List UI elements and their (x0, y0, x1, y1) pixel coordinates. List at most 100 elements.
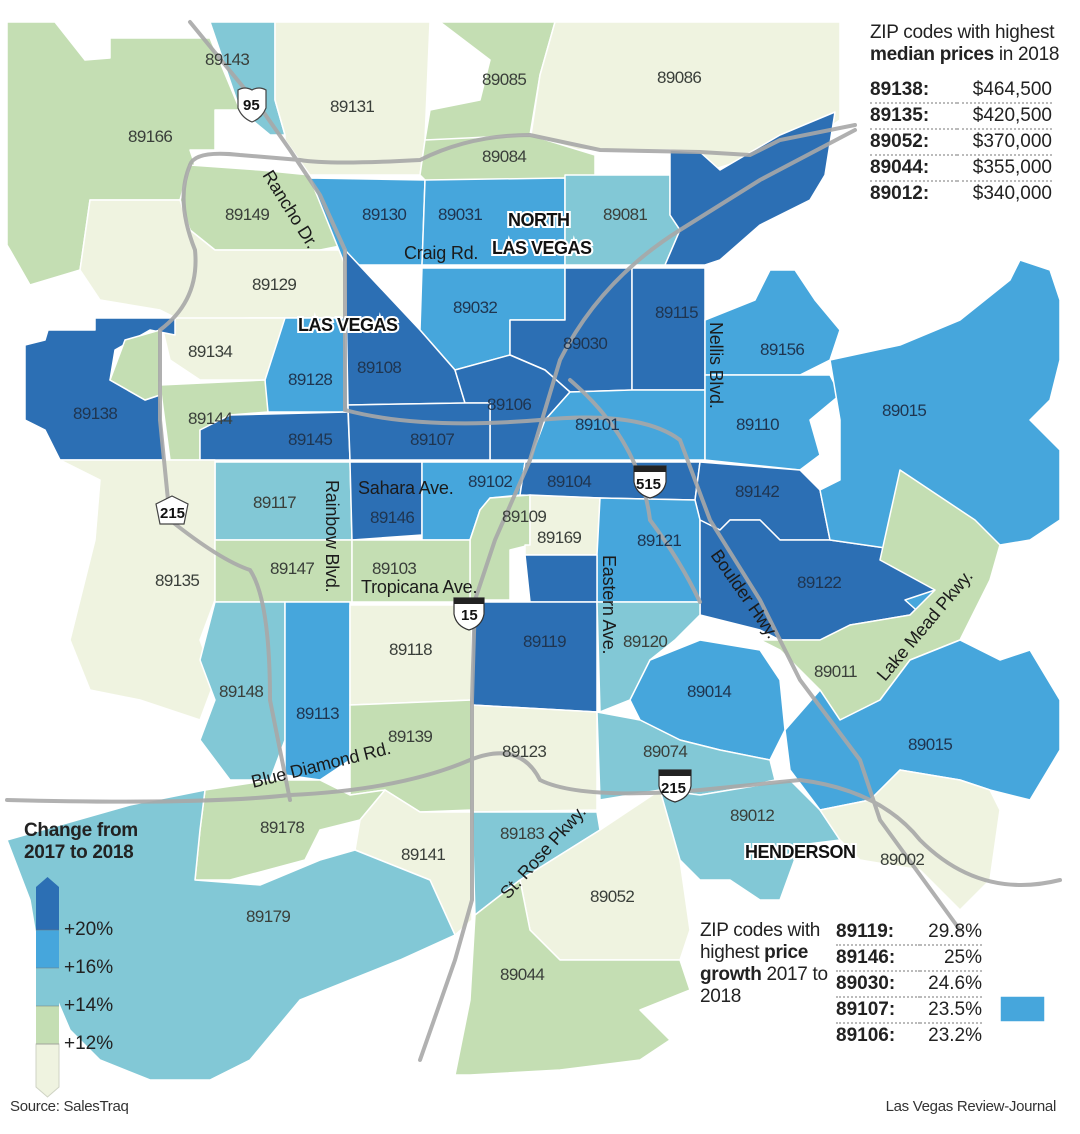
zip-label: 89113 (296, 704, 339, 723)
legend-swatch-14-16 (36, 968, 59, 1006)
source-credit: Source: SalesTraq (10, 1098, 129, 1115)
shield-label: 515 (636, 476, 661, 493)
zip-label: 89032 (453, 298, 497, 317)
zip-label: 89044 (500, 965, 544, 984)
legend-title: Change from 2017 to 2018 (24, 820, 204, 864)
panel-title-text: in 2018 (993, 44, 1060, 65)
zip-code: 89146: (836, 945, 921, 972)
zip-label: 89122 (797, 573, 841, 592)
road-label-craig: Craig Rd. (404, 243, 478, 263)
zip-area-89044 (454, 879, 691, 1076)
interstate-shield-icon (633, 465, 667, 499)
zip-area-89146 (349, 461, 423, 541)
color-legend: Change from 2017 to 2018 +20% +16% +14% … (24, 820, 204, 1102)
zip-label: 89179 (246, 907, 290, 926)
zip-label: 89103 (372, 559, 416, 578)
zip-label: 89107 (410, 430, 454, 449)
interstate-shield-icon (453, 597, 485, 631)
zip-label: 89166 (128, 127, 172, 146)
zip-label: 89130 (362, 205, 406, 224)
legend-scale: +20% +16% +14% +12% (24, 872, 194, 1102)
zip-label: 89081 (603, 205, 647, 224)
zip-label: 89109 (502, 507, 546, 526)
zip-code: 89052: (870, 129, 958, 156)
growth-percent: 23.5% (920, 997, 982, 1024)
road-label-nellis: Nellis Blvd. (706, 322, 726, 409)
legend-swatch-12-14 (36, 1006, 59, 1044)
panel-title-bold: median prices (870, 44, 994, 65)
legend-tick: +20% (64, 919, 114, 940)
zip-label: 89104 (547, 472, 591, 491)
zip-label: 89014 (687, 682, 731, 701)
panel-title: ZIP codes with highest price growth 2017… (700, 920, 830, 1008)
zip-label: 89128 (288, 370, 332, 389)
legend-title-line: Change from (24, 820, 138, 841)
table-row: 89119: 29.8% (836, 920, 982, 946)
zip-area-outlier (999, 995, 1046, 1023)
zip-code: 89119: (836, 920, 921, 946)
table-row: 89107: 23.5% (836, 997, 982, 1024)
zip-label: 89120 (623, 632, 667, 651)
zip-label: 89148 (219, 682, 263, 701)
legend-tick: +12% (64, 1033, 114, 1054)
zip-label: 89117 (253, 493, 296, 512)
road-label-rainbow: Rainbow Blvd. (322, 480, 342, 592)
zip-area-89128 (264, 317, 349, 413)
zip-area-89113 (284, 601, 351, 781)
zip-label: 89119 (523, 632, 566, 651)
zip-label: 89121 (637, 531, 681, 550)
road-215-northern-beltway (188, 123, 857, 167)
road-i215-south (5, 751, 1062, 887)
zip-label: 89015 (882, 401, 926, 420)
shield-i15: 15 (453, 597, 485, 631)
panel-title-text: ZIP codes with highest (870, 22, 1055, 43)
median-price: $420,500 (957, 103, 1052, 130)
table-row: 89146: 25% (836, 945, 982, 972)
zip-label: 89178 (260, 818, 304, 837)
zip-label: 89138 (73, 404, 117, 423)
us-highway-shield-icon (237, 87, 267, 123)
zip-label: 89145 (288, 430, 332, 449)
zip-label: 89108 (357, 358, 401, 377)
shield-cc215-west: 215 (155, 495, 189, 525)
legend-swatch-20plus (36, 877, 59, 930)
interstate-shield-icon (658, 769, 692, 803)
zip-label: 89002 (880, 850, 924, 869)
shield-us95: 95 (237, 87, 267, 123)
panel-title-text: 2017 to 2018 (700, 964, 828, 1007)
zip-label: 89183 (500, 824, 544, 843)
zip-label: 89085 (482, 70, 526, 89)
median-price: $340,000 (972, 183, 1052, 204)
zip-area-89002 (819, 769, 1001, 911)
zip-label: 89135 (155, 571, 199, 590)
zip-code: 89135: (870, 103, 958, 130)
zip-label: 89141 (401, 845, 445, 864)
zip-label: 89146 (370, 508, 414, 527)
highest-median-prices-panel: ZIP codes with highest median prices in … (870, 22, 1060, 206)
zip-label: 89147 (270, 559, 314, 578)
zip-area-89135 (59, 459, 216, 721)
zip-label: 89052 (590, 887, 634, 906)
zip-area-89120 (596, 601, 701, 713)
legend-color-bar (35, 877, 60, 1098)
median-price: $355,000 (957, 155, 1052, 182)
price-growth-table: 89119: 29.8% 89146: 25% 89030: 24.6% 89107:… (836, 920, 982, 1048)
road-label-sahara: Sahara Ave. (358, 478, 454, 498)
zip-areas (6, 21, 1061, 1081)
zip-code: 89044: (870, 155, 958, 182)
zip-label: 89086 (657, 68, 701, 87)
zip-label: 89123 (502, 742, 546, 761)
zip-label: 89011 (814, 662, 857, 681)
table-row: 89138: $464,500 (870, 78, 1052, 104)
table-row: 89044: $355,000 (870, 155, 1052, 182)
zip-label: 89110 (736, 415, 779, 434)
shield-i515: 515 (633, 465, 667, 499)
zip-label: 89169 (537, 528, 581, 547)
shield-label: 15 (461, 607, 478, 624)
panel-title: ZIP codes with highest median prices in … (870, 22, 1060, 66)
legend-tick: +14% (64, 995, 114, 1016)
table-row: 89135: $420,500 (870, 103, 1052, 130)
zip-code: 89107: (836, 997, 921, 1024)
zip-label: 89156 (760, 340, 804, 359)
